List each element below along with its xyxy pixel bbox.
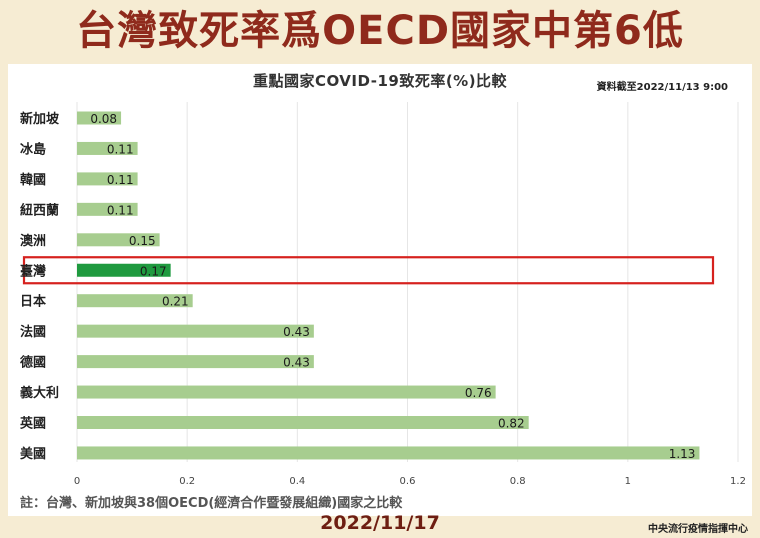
publish-date: 2022/11/17 bbox=[320, 512, 440, 534]
category-label: 美國 bbox=[20, 446, 46, 462]
category-label: 法國 bbox=[20, 324, 46, 340]
bar bbox=[77, 202, 138, 216]
data-label: 1.13 bbox=[669, 447, 696, 461]
category-label: 紐西蘭 bbox=[20, 202, 59, 218]
category-label: 臺灣 bbox=[20, 263, 46, 279]
data-label: 0.43 bbox=[283, 356, 310, 370]
category-label: 澳洲 bbox=[20, 233, 46, 249]
category-label: 德國 bbox=[20, 355, 46, 371]
data-label: 0.11 bbox=[107, 203, 134, 217]
data-label: 0.43 bbox=[283, 325, 310, 339]
bar bbox=[77, 141, 138, 155]
data-label: 0.82 bbox=[498, 417, 525, 431]
bar bbox=[77, 416, 529, 429]
x-tick-label: 0.6 bbox=[400, 476, 416, 487]
data-label: 0.11 bbox=[107, 142, 134, 156]
highlight-box bbox=[22, 256, 715, 285]
category-label: 日本 bbox=[20, 294, 46, 310]
bar bbox=[77, 233, 160, 247]
data-label: 0.15 bbox=[129, 234, 156, 248]
chart-title: 重點國家COVID-19致死率(%)比較 bbox=[252, 72, 508, 90]
footnote: 註：台灣、新加坡與38個OECD(經濟合作暨發展組織)國家之比較 bbox=[20, 496, 403, 511]
data-label: 0.76 bbox=[465, 386, 492, 400]
data-label: 0.08 bbox=[90, 112, 117, 126]
data-label: 0.11 bbox=[107, 173, 134, 187]
headline: 台灣致死率爲OECD國家中第6低 bbox=[76, 8, 684, 54]
data-label: 0.21 bbox=[162, 295, 189, 309]
bar bbox=[77, 355, 314, 369]
data-as-of: 資料截至2022/11/13 9:00 bbox=[596, 82, 728, 93]
bar bbox=[77, 324, 314, 338]
x-tick-label: 1.2 bbox=[730, 476, 746, 487]
data-label: 0.17 bbox=[140, 264, 167, 278]
bar bbox=[77, 446, 700, 460]
source-agency: 中央流行疫情指揮中心 bbox=[648, 524, 748, 535]
bar bbox=[77, 263, 171, 277]
x-tick-label: 0.2 bbox=[179, 476, 195, 487]
x-tick-label: 0.4 bbox=[289, 476, 305, 487]
category-label: 英國 bbox=[19, 416, 46, 432]
category-label: 義大利 bbox=[20, 385, 59, 401]
category-label: 韓國 bbox=[20, 172, 46, 188]
bar bbox=[77, 385, 496, 399]
x-tick-label: 0 bbox=[74, 476, 80, 487]
bar bbox=[77, 172, 138, 186]
bar bbox=[77, 111, 122, 125]
category-label: 冰島 bbox=[20, 141, 46, 157]
x-tick-label: 0.8 bbox=[510, 476, 526, 487]
bar bbox=[77, 294, 193, 308]
category-label: 新加坡 bbox=[20, 111, 60, 127]
x-tick-label: 1 bbox=[625, 476, 631, 487]
